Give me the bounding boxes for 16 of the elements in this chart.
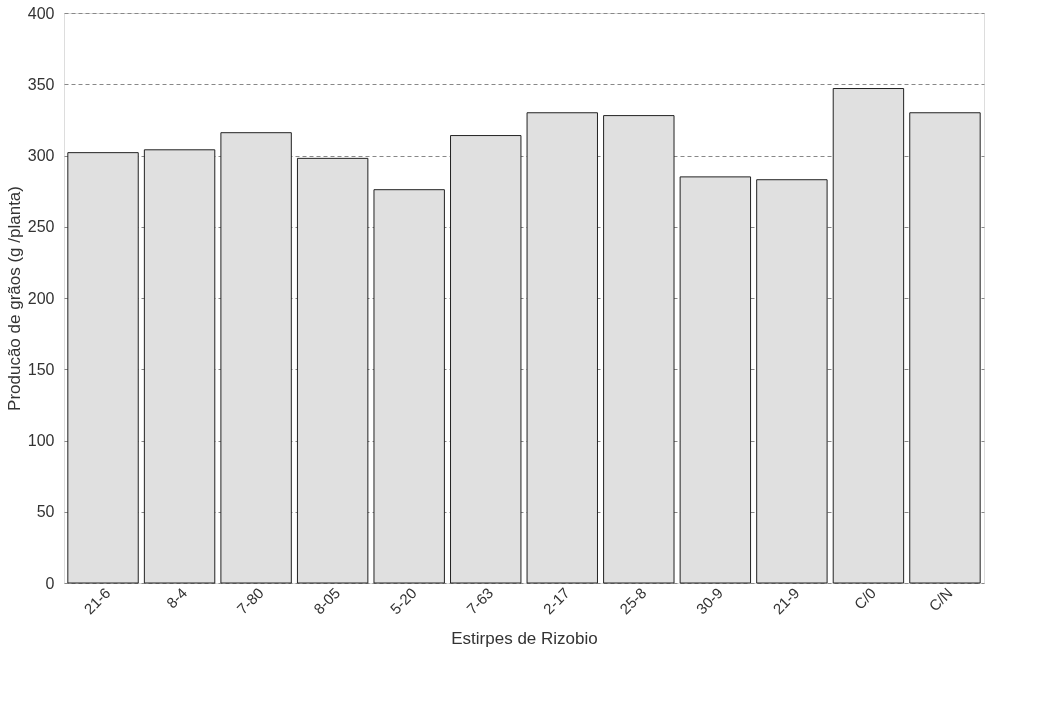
- y-axis-title: Producão de grãos (g /planta): [4, 186, 24, 411]
- x-tick-label: 7-63: [463, 584, 497, 618]
- x-axis-title: Estirpes de Rizobio: [451, 629, 598, 649]
- y-tick-label: 50: [36, 503, 55, 521]
- y-tick-label: 400: [27, 4, 55, 22]
- y-tick-label: 300: [27, 147, 55, 164]
- y-tick-label: 250: [27, 218, 55, 236]
- y-tick-label: 350: [27, 75, 55, 93]
- x-tick-label: C/N: [925, 584, 956, 615]
- y-tick-label: 150: [27, 360, 55, 378]
- x-tick-label: 8-4: [162, 584, 191, 612]
- x-tick-label: 7-80: [233, 584, 267, 618]
- y-tick-label: 200: [27, 289, 55, 307]
- y-tick-label: 0: [45, 574, 55, 592]
- x-tick-label: C/0: [850, 584, 880, 613]
- y-tick-label: 100: [27, 432, 55, 449]
